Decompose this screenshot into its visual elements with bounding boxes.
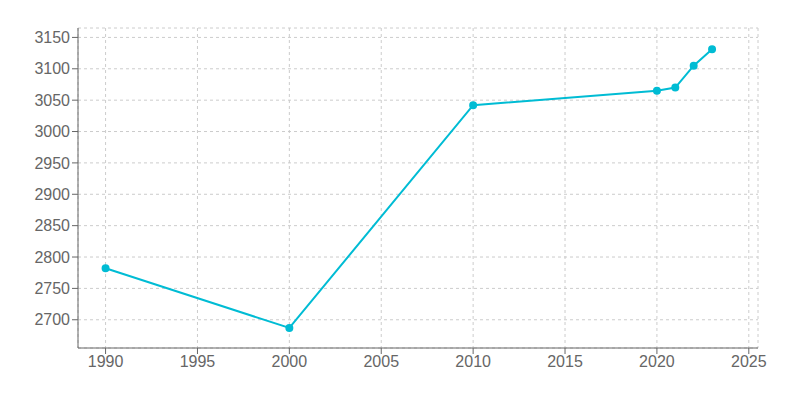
svg-text:2900: 2900: [34, 186, 70, 203]
svg-text:2950: 2950: [34, 155, 70, 172]
svg-text:2020: 2020: [639, 353, 675, 370]
svg-text:2850: 2850: [34, 217, 70, 234]
svg-text:2010: 2010: [455, 353, 491, 370]
svg-text:2000: 2000: [272, 353, 308, 370]
svg-text:2005: 2005: [363, 353, 399, 370]
svg-text:1995: 1995: [180, 353, 216, 370]
svg-text:1990: 1990: [88, 353, 124, 370]
svg-text:3150: 3150: [34, 29, 70, 46]
svg-text:3000: 3000: [34, 123, 70, 140]
svg-text:3100: 3100: [34, 60, 70, 77]
svg-text:2015: 2015: [547, 353, 583, 370]
svg-text:2025: 2025: [731, 353, 767, 370]
svg-text:2700: 2700: [34, 311, 70, 328]
svg-text:3050: 3050: [34, 92, 70, 109]
svg-text:2750: 2750: [34, 280, 70, 297]
svg-text:2800: 2800: [34, 249, 70, 266]
